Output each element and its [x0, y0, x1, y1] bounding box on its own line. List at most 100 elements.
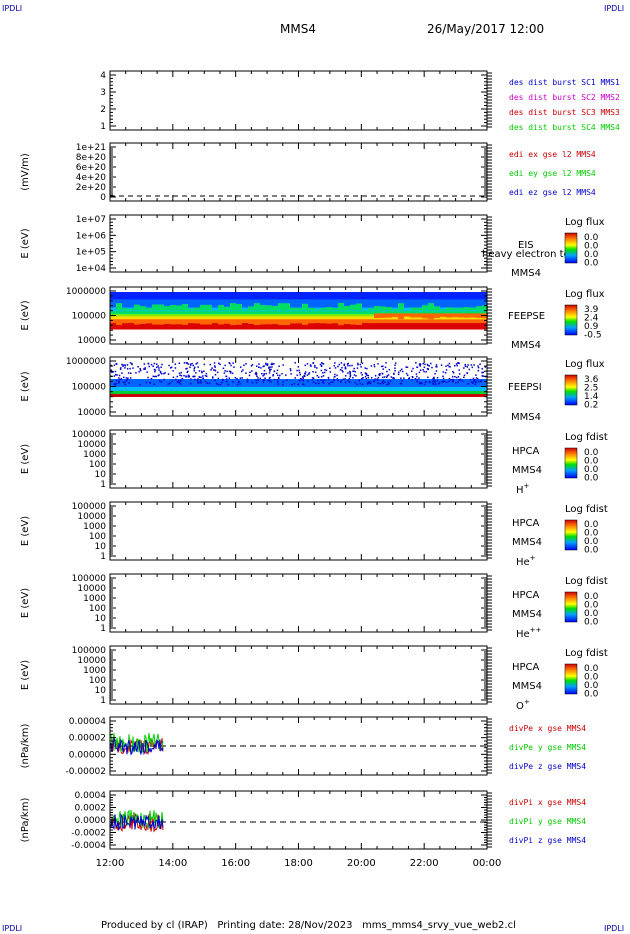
spectrogram-dot	[362, 377, 364, 379]
spectrogram-band	[110, 316, 487, 320]
spectrogram-dot	[146, 371, 148, 373]
spectrogram-dot	[355, 375, 357, 377]
species-label: O+	[516, 698, 530, 712]
y-tick-label: 8e+20	[76, 153, 107, 163]
spectrogram-dot	[203, 363, 206, 366]
spectrogram-dot	[440, 364, 443, 366]
y-tick-label: 1e+06	[76, 231, 107, 241]
spacecraft-title: MMS4	[280, 22, 316, 36]
spectrogram-cell	[218, 319, 224, 325]
spectrogram-dot	[232, 381, 234, 383]
spectrogram-dot	[125, 380, 128, 382]
spectrogram-dot	[138, 371, 140, 373]
spectrogram-dot	[323, 371, 326, 374]
spectrogram-dot	[317, 382, 320, 384]
spectrogram-dot	[178, 382, 181, 384]
spectrogram-dot	[243, 364, 245, 367]
spectrogram-dot	[277, 383, 279, 385]
spectrogram-dot	[380, 365, 383, 368]
spectrogram-dot	[261, 372, 263, 375]
spectrogram-dot	[269, 379, 271, 382]
spectrogram-dot	[474, 379, 476, 381]
spectrogram-dot	[428, 381, 431, 383]
spacecraft-label: MMS4	[512, 465, 542, 476]
spectrogram-cell	[368, 319, 374, 324]
spectrogram-dot	[317, 376, 320, 379]
species-label: H+	[516, 482, 530, 496]
spectrogram-dot	[180, 371, 183, 374]
spectrogram-dot	[386, 375, 389, 377]
spectrogram-cell	[164, 319, 170, 325]
spectrogram-dot	[445, 369, 448, 371]
spectrogram-dot	[122, 365, 124, 367]
spectrogram-dot	[248, 374, 251, 377]
spectrogram-cell	[194, 319, 200, 324]
spectrogram-cell	[302, 319, 308, 325]
spectrogram-dot	[251, 381, 254, 384]
y-axis-label: (mV/m)	[20, 153, 31, 191]
feepse-spectrogram	[110, 292, 488, 330]
spectrogram-cell	[368, 308, 374, 311]
corner-label-top-right: IPDLI	[604, 4, 625, 13]
spectrogram-dot	[386, 384, 389, 386]
spectrogram-dot	[384, 381, 386, 383]
spectrogram-band	[110, 387, 487, 391]
spectrogram-dot	[397, 373, 400, 376]
y-tick-label: 0.00000	[69, 750, 106, 760]
spectrogram-dot	[336, 377, 339, 380]
spectrogram-dot	[201, 370, 203, 373]
y-axis-label: E (eV)	[20, 228, 31, 258]
legend-entry: des dist burst SC1 MMS1	[509, 78, 620, 87]
spectrogram-dot	[139, 383, 141, 386]
spectrogram-dot	[118, 378, 121, 381]
spectrogram-cell	[320, 308, 326, 311]
spectrogram-dot	[223, 372, 226, 374]
spectrogram-dot	[155, 375, 157, 378]
spectrogram-dot	[433, 377, 435, 380]
spectrogram-dot	[463, 376, 465, 379]
spectrogram-dot	[185, 368, 187, 370]
spectrogram-dot	[442, 377, 445, 380]
spectrogram-band	[110, 323, 487, 330]
spectrogram-dot	[266, 364, 269, 367]
legend-entry: des dist burst SC4 MMS4	[509, 123, 620, 132]
spectrogram-cell	[308, 307, 314, 311]
spectrogram-cell	[260, 319, 266, 325]
colorbar-tick-label: 0.0	[584, 673, 599, 683]
spectrogram-dot	[169, 382, 171, 384]
spectrogram-cell	[464, 307, 470, 311]
spectrogram-dot	[122, 376, 125, 379]
spectrogram-dot	[400, 377, 402, 379]
spectrogram-dot	[477, 365, 479, 367]
y-tick-label: 100000	[72, 502, 107, 512]
spectrogram-cell	[272, 305, 278, 311]
spectrogram-dot	[148, 365, 150, 368]
spectrogram-dot	[269, 370, 271, 372]
spectrogram-dot	[427, 376, 429, 379]
spectrogram-dot	[267, 379, 269, 382]
spectrogram-dot	[473, 364, 475, 366]
spectrogram-dot	[218, 362, 220, 365]
spectrogram-dot	[189, 363, 192, 365]
spectrogram-dot	[479, 380, 482, 383]
series-trace-y	[110, 732, 164, 755]
spectrogram-dot	[255, 379, 257, 382]
colorbar-tick-label: 1.4	[584, 392, 599, 402]
spectrogram-dot	[329, 367, 331, 370]
spectrogram-dot	[268, 372, 271, 374]
spectrogram-dot	[226, 380, 228, 383]
spectrogram-dot	[479, 363, 481, 365]
spectrogram-dot	[129, 362, 132, 364]
legend-entry: divPi y gse MMS4	[509, 817, 586, 826]
spectrogram-dot	[241, 377, 243, 379]
spectrogram-cell	[146, 307, 152, 311]
spectrogram-dot	[270, 363, 273, 366]
spectrogram-dot	[144, 368, 146, 370]
spectrogram-dot	[131, 363, 133, 366]
spectrogram-dot	[194, 378, 196, 381]
panel-frame	[109, 573, 488, 633]
spectrogram-dot	[278, 365, 280, 368]
spectrogram-dot	[215, 382, 218, 385]
spectrogram-dot	[434, 380, 436, 383]
spectrogram-dot	[458, 362, 460, 365]
